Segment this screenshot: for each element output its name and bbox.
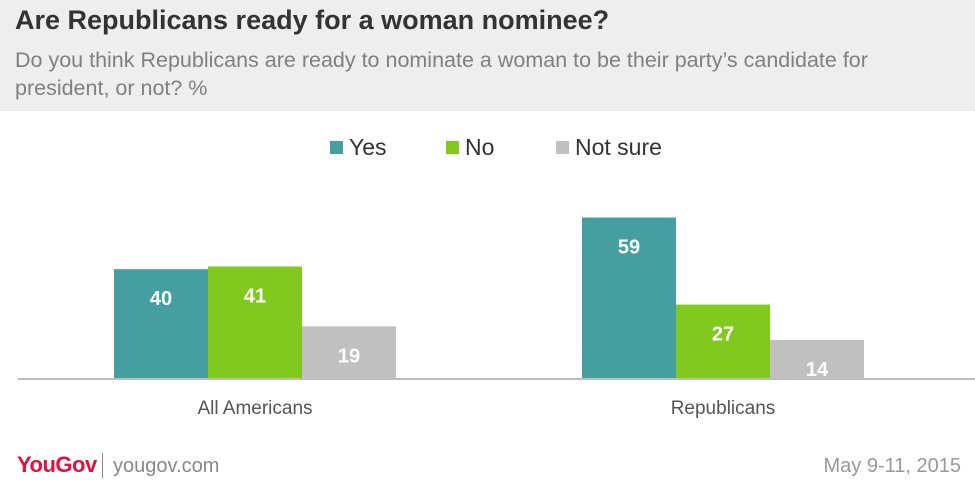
legend-item-yes: Yes bbox=[330, 132, 387, 162]
header-band bbox=[0, 0, 975, 111]
bar-all-americans-no bbox=[208, 266, 302, 378]
legend-item-no: No bbox=[446, 132, 494, 162]
legend-label-no: No bbox=[465, 133, 495, 160]
legend-swatch-not-sure bbox=[556, 140, 569, 154]
bar-all-americans-yes bbox=[114, 269, 208, 378]
category-label-republicans: Republicans bbox=[671, 398, 776, 419]
data-label-republicans-yes: 59 bbox=[618, 237, 640, 259]
data-label-republicans-no: 27 bbox=[712, 324, 734, 346]
legend-item-not-sure: Not sure bbox=[556, 132, 662, 162]
legend: Yes No Not sure bbox=[0, 132, 975, 162]
data-label-republicans-not-sure: 14 bbox=[806, 359, 829, 381]
bar-republicans-no bbox=[676, 304, 770, 378]
legend-swatch-yes bbox=[330, 140, 343, 154]
footer-date: May 9-11, 2015 bbox=[823, 455, 962, 477]
data-label-all-americans-not-sure: 19 bbox=[338, 345, 360, 367]
bar-republicans-not-sure bbox=[770, 339, 864, 378]
yougov-logo: YouGov bbox=[17, 452, 97, 477]
data-label-all-americans-yes: 40 bbox=[150, 288, 172, 310]
chart-subtitle: Do you think Republicans are ready to no… bbox=[15, 48, 868, 100]
bar-republicans-yes bbox=[582, 217, 676, 378]
footer-url: yougov.com bbox=[113, 455, 220, 477]
chart-title: Are Republicans ready for a woman nomine… bbox=[15, 5, 610, 35]
legend-label-not-sure: Not sure bbox=[575, 133, 662, 160]
category-label-all-americans: All Americans bbox=[197, 398, 312, 419]
bar-all-americans-not-sure bbox=[302, 326, 396, 378]
footer-divider bbox=[102, 453, 103, 478]
data-label-all-americans-no: 41 bbox=[244, 285, 266, 307]
legend-label-yes: Yes bbox=[349, 133, 387, 160]
legend-swatch-no bbox=[446, 140, 459, 154]
